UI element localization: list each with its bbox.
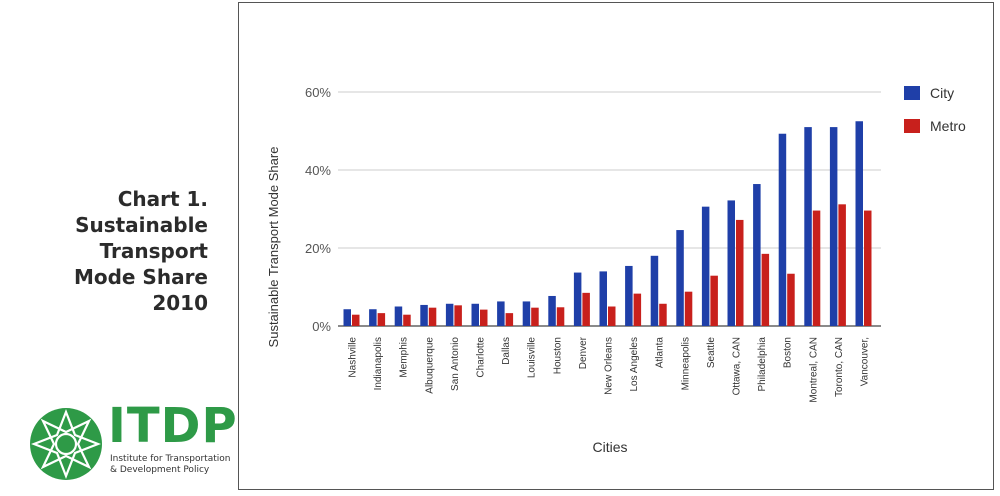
x-tick-label: Toronto, CAN [834, 337, 845, 397]
x-tick-label: San Antonio [450, 337, 461, 391]
bar-metro-9 [556, 307, 565, 326]
chart-grid [338, 91, 881, 327]
y-tick-label: 60% [305, 85, 331, 100]
x-tick-label: Albuquerque [424, 337, 435, 394]
bar-city-7 [497, 301, 505, 326]
x-tick-label: Houston [552, 337, 563, 374]
bar-city-5 [445, 303, 454, 326]
side-title-line: Chart 1. [117, 187, 208, 211]
legend-swatch-city [904, 86, 920, 100]
itdp-logo: ITDP Institute for Transportation & Deve… [28, 398, 237, 486]
x-tick-label: Charlotte [476, 337, 487, 378]
bar-city-14 [676, 230, 684, 326]
x-tick-label: Ottawa, CAN [732, 337, 743, 395]
chart-bars [343, 121, 872, 326]
logo-subtitle-line: & Development Policy [110, 465, 210, 475]
side-title-line: Sustainable [75, 213, 208, 237]
bar-metro-15 [710, 275, 718, 326]
bar-city-17 [753, 184, 761, 326]
side-title-line: 2010 [152, 291, 208, 315]
bar-city-3 [394, 306, 403, 326]
bar-metro-1 [352, 314, 360, 326]
bar-metro-18 [787, 273, 795, 326]
side-title-line: Transport [99, 239, 208, 263]
bar-city-9 [548, 295, 556, 326]
x-tick-label: Philadelphia [757, 337, 768, 392]
bar-metro-19 [812, 210, 821, 326]
bar-city-15 [701, 206, 710, 326]
x-tick-label: Dallas [501, 337, 512, 365]
bar-city-10 [573, 272, 582, 326]
x-tick-label: Nashville [348, 337, 359, 378]
y-tick-label: 0% [312, 319, 331, 334]
legend-swatch-metro [904, 119, 920, 133]
bar-metro-17 [761, 253, 770, 326]
bar-metro-5 [454, 305, 462, 326]
x-tick-label: Boston [783, 337, 794, 368]
x-tick-label: Los Angeles [629, 337, 640, 392]
x-tick-label: Minneapolis [680, 337, 691, 390]
bar-metro-6 [480, 309, 488, 326]
x-axis-title: Cities [592, 439, 627, 455]
bar-metro-14 [684, 291, 693, 326]
x-tick-label: Denver [578, 336, 589, 369]
bar-city-12 [625, 265, 633, 326]
bar-metro-2 [377, 313, 386, 326]
bar-metro-12 [633, 293, 642, 326]
legend-label-metro: Metro [930, 118, 966, 134]
bar-city-16 [727, 200, 735, 326]
bar-metro-20 [838, 204, 846, 326]
bar-city-13 [650, 255, 659, 326]
logo-wordmark: ITDP [108, 398, 238, 454]
bar-metro-10 [582, 292, 590, 326]
x-tick-label: New Orleans [604, 337, 615, 395]
bar-city-18 [778, 133, 787, 326]
bar-city-19 [804, 127, 812, 326]
bar-metro-11 [608, 306, 616, 326]
logo-subtitle-line: Institute for Transportation [110, 454, 231, 464]
side-title: Chart 1. Sustainable Transport Mode Shar… [60, 186, 208, 316]
bar-city-21 [855, 121, 863, 326]
bar-metro-21 [864, 210, 872, 326]
bar-metro-4 [428, 307, 437, 326]
x-tick-label: Vancouver, [860, 337, 871, 386]
y-axis-ticks: 0% 20% 40% 60% [305, 85, 331, 334]
y-axis-title: Sustainable Transport Mode Share [266, 147, 281, 348]
bar-city-11 [599, 271, 607, 326]
bar-metro-3 [403, 314, 411, 326]
y-tick-label: 20% [305, 241, 331, 256]
side-title-line: Mode Share [73, 265, 208, 289]
bar-city-6 [471, 303, 479, 326]
x-tick-label: Memphis [399, 337, 410, 378]
x-tick-label: Atlanta [655, 337, 666, 369]
legend-label-city: City [930, 85, 955, 101]
bar-city-4 [420, 304, 428, 326]
bar-metro-16 [736, 219, 744, 326]
bar-metro-8 [531, 307, 539, 326]
x-tick-label: Louisville [527, 337, 538, 379]
logo-subtitle: Institute for Transportation & Developme… [110, 454, 235, 476]
bar-city-2 [369, 309, 377, 326]
bar-metro-13 [659, 303, 667, 326]
x-tick-label: Indianapolis [373, 337, 384, 390]
bar-city-1 [343, 309, 351, 326]
bar-city-8 [522, 301, 531, 326]
y-tick-label: 40% [305, 163, 331, 178]
bar-metro-7 [505, 313, 514, 326]
itdp-star-icon [30, 408, 102, 480]
x-tick-label: Seattle [706, 337, 717, 369]
x-tick-label: Montreal, CAN [808, 337, 819, 403]
bar-city-20 [829, 127, 838, 326]
x-axis-ticks: Nashville Indianapolis Memphis Albuquerque S… [348, 336, 871, 402]
